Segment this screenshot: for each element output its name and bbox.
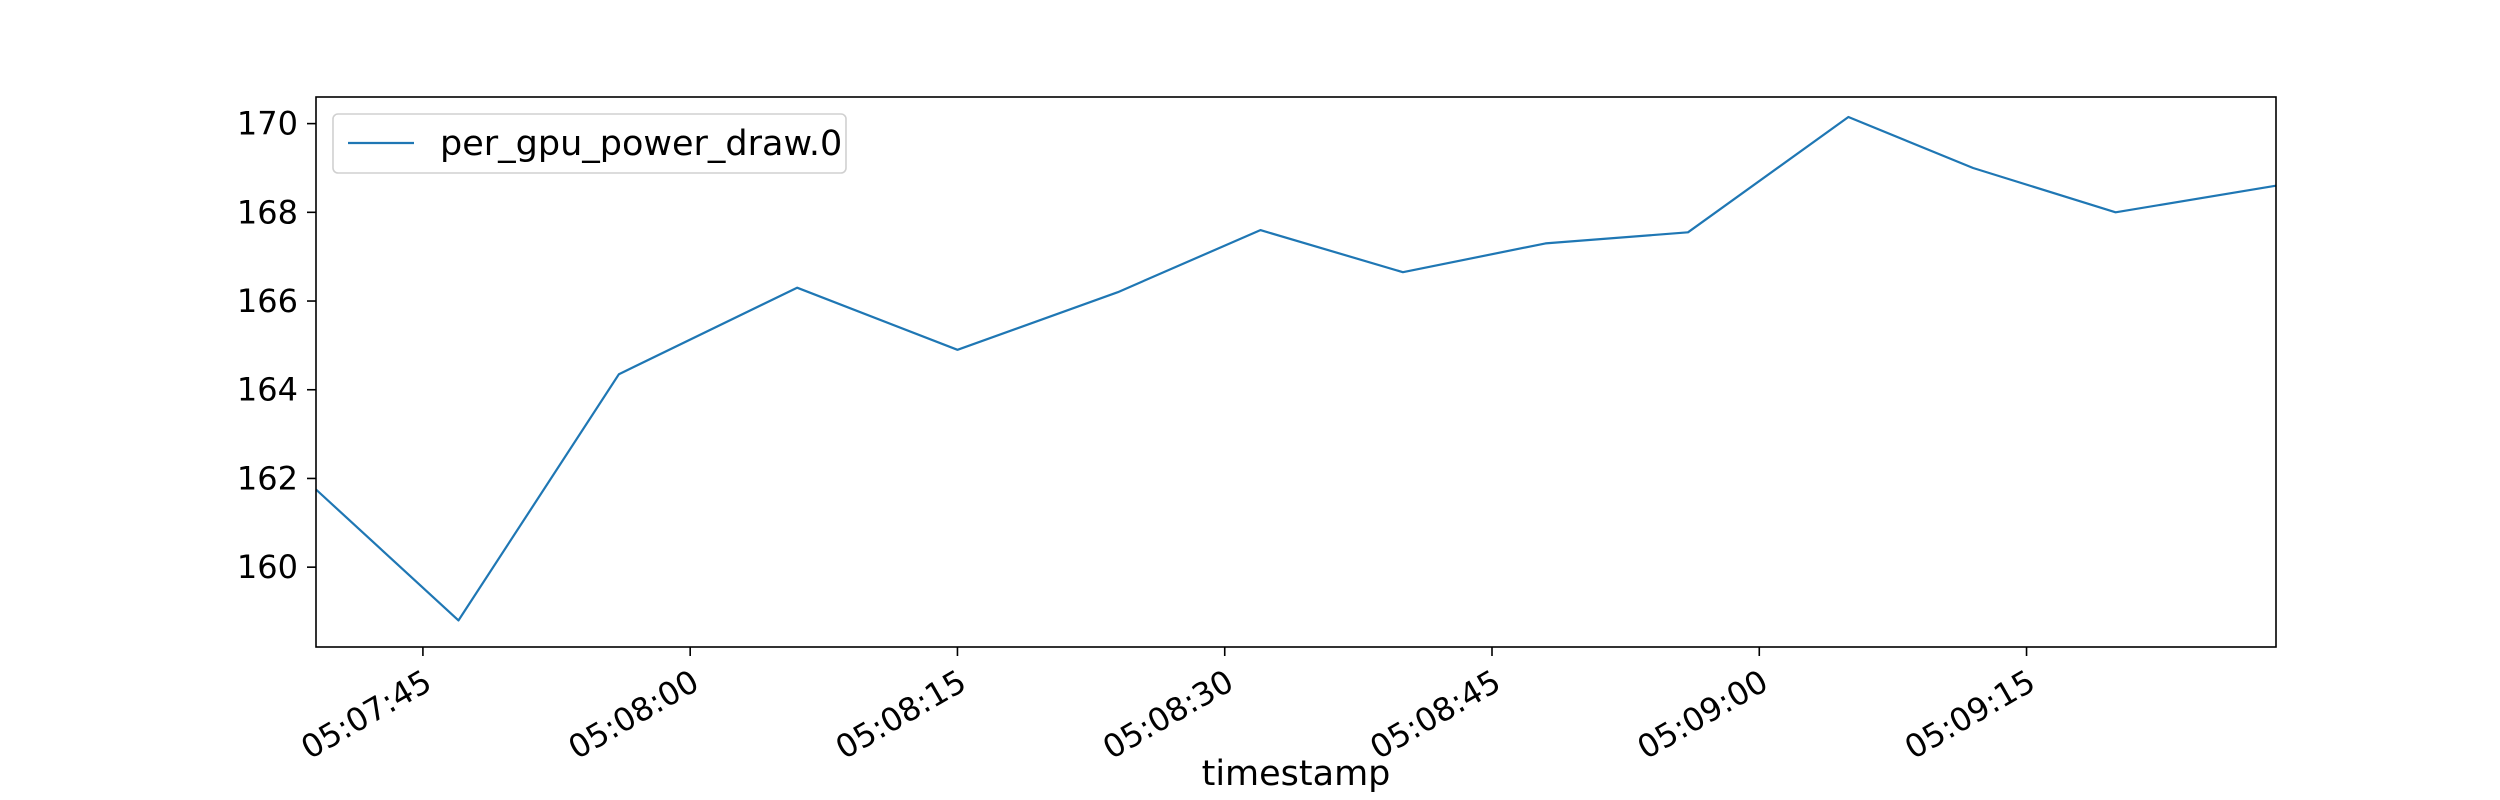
y-tick-label: 162 (237, 459, 298, 497)
x-tick-label: 05:09:00 (1631, 662, 1774, 767)
x-tick-label: 05:08:30 (1096, 662, 1239, 767)
x-tick-label: 05:08:15 (829, 662, 972, 767)
series-line-0 (315, 115, 2277, 622)
plot-frame (315, 96, 2277, 648)
x-axis-title: timestamp (1202, 754, 1391, 794)
x-tick-label: 05:08:45 (1364, 662, 1507, 767)
x-tick-label: 05:08:00 (562, 662, 705, 767)
legend-label: per_gpu_power_draw.0 (440, 124, 842, 164)
legend-box (332, 113, 847, 174)
series-layer (315, 115, 2277, 622)
y-tick-label: 166 (237, 282, 298, 320)
legend: per_gpu_power_draw.0 (332, 113, 847, 174)
x-tick-label: 05:07:45 (294, 662, 437, 767)
x-axis: 05:07:45 05:08:00 05:08:15 05:08:30 05:08:45… (294, 647, 2042, 767)
x-tick-label: 05:09:15 (1898, 662, 2041, 767)
y-tick-label: 164 (237, 371, 298, 409)
y-axis: 160 162 164 166 168 170 (237, 105, 316, 586)
y-tick-label: 160 (237, 548, 298, 586)
y-tick-label: 170 (237, 105, 298, 143)
y-tick-label: 168 (237, 193, 298, 231)
plot-background (316, 97, 2276, 647)
